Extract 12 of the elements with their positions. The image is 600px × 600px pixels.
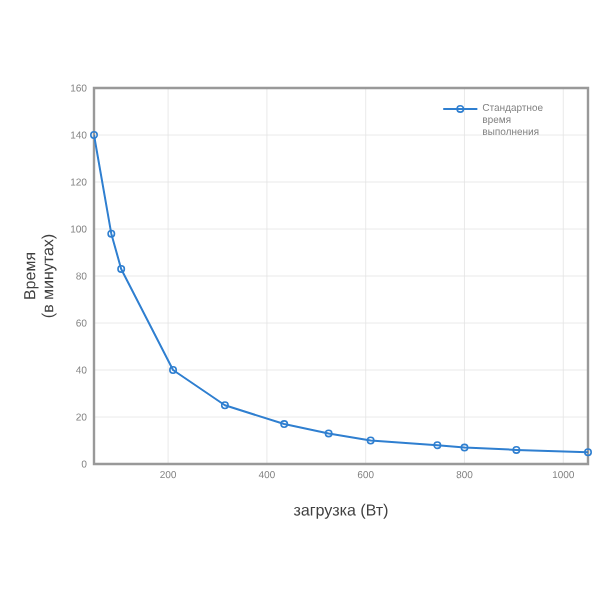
- x-axis-title: загрузка (Вт): [293, 503, 388, 519]
- point: [460, 443, 469, 452]
- point: [280, 420, 289, 429]
- point: [324, 429, 333, 438]
- point: [107, 229, 116, 238]
- point: [117, 264, 126, 273]
- point: [220, 401, 229, 410]
- point: [366, 436, 375, 445]
- point: [512, 445, 521, 454]
- point: [433, 441, 442, 450]
- point: [169, 366, 178, 374]
- y-axis-title: Время (в минутах): [24, 234, 57, 318]
